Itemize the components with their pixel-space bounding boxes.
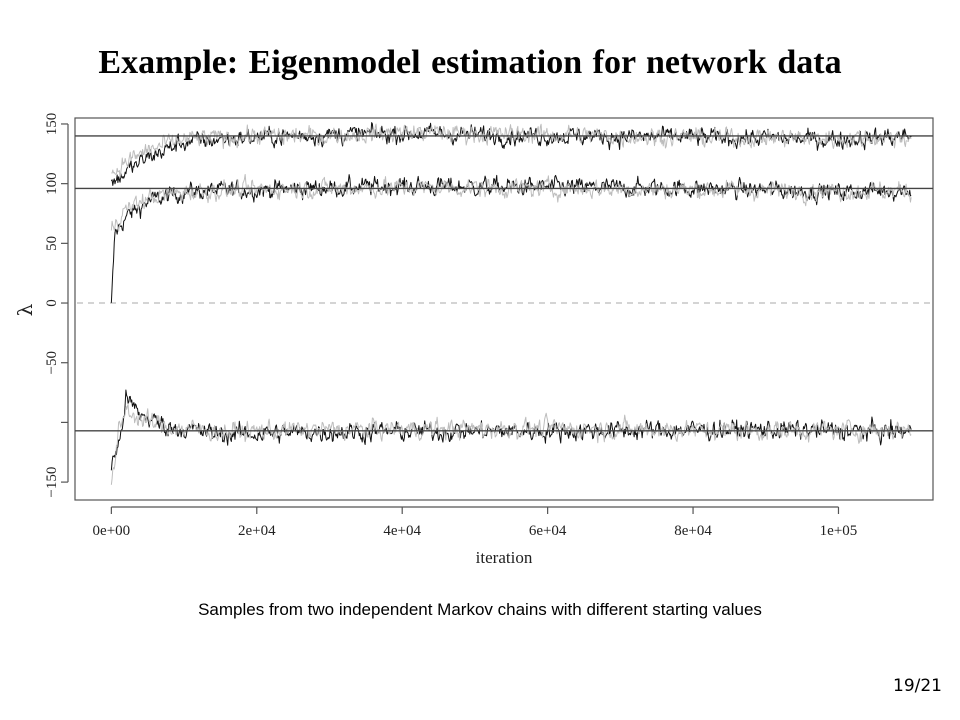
y-tick-label: 50 xyxy=(44,236,60,251)
x-tick-label: 8e+04 xyxy=(674,523,712,539)
y-tick-label: 150 xyxy=(44,113,60,136)
x-tick-label: 4e+04 xyxy=(383,523,421,539)
trace-plot: 0e+00 2e+04 4e+04 6e+04 8e+04 1e+05 −150 −50 0 50… xyxy=(13,113,934,567)
y-axis-label: λ xyxy=(13,303,37,316)
y-tick-label: 0 xyxy=(44,299,60,307)
x-tick-label: 1e+05 xyxy=(820,523,858,539)
slide-title: Example: Eigenmodel estimation for netwo… xyxy=(98,44,842,81)
x-axis-label: iteration xyxy=(476,548,533,567)
series-chain1-lambda2 xyxy=(110,174,912,303)
series-chain1-lambda3 xyxy=(110,389,912,471)
y-tick-label: 100 xyxy=(44,172,60,195)
series-chain2-lambda3 xyxy=(110,403,912,485)
page-number: 19/21 xyxy=(893,676,942,696)
x-tick-label: 0e+00 xyxy=(93,523,131,539)
figure-caption: Samples from two independent Markov chai… xyxy=(198,600,762,619)
y-tick-label: −50 xyxy=(44,351,60,374)
series-chain1-lambda1 xyxy=(110,122,912,186)
y-tick-label: −150 xyxy=(44,467,60,498)
x-tick-label: 2e+04 xyxy=(238,523,276,539)
x-tick-label: 6e+04 xyxy=(529,523,567,539)
plot-frame xyxy=(74,117,934,501)
